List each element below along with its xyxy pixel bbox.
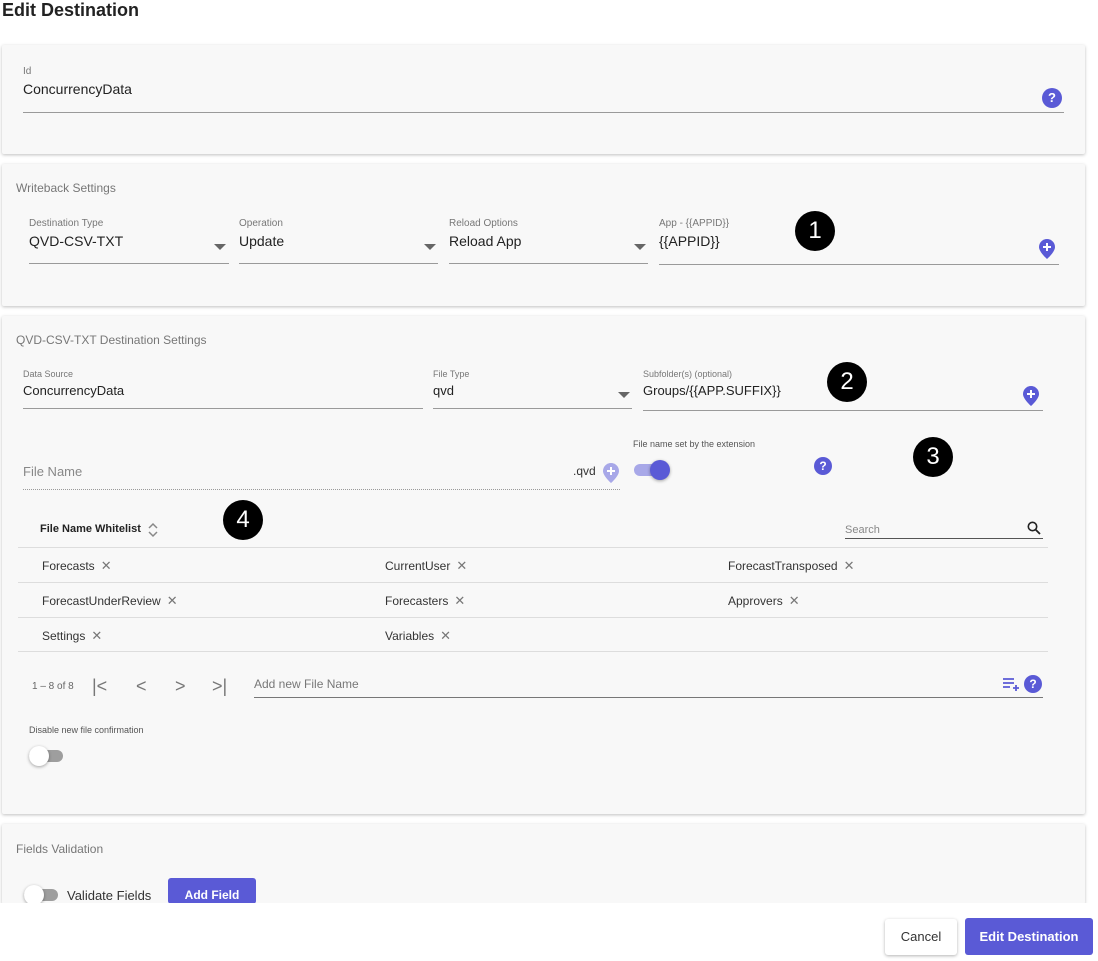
file-type-chevron-down-icon[interactable] — [618, 392, 630, 398]
annotation-badge-3: 3 — [913, 437, 953, 477]
first-page-icon[interactable]: |< — [92, 676, 108, 696]
app-field[interactable]: App - {{APPID}} {{APPID}} — [659, 218, 1059, 265]
whitelist-search-placeholder: Search — [845, 524, 880, 536]
id-value: ConcurrencyData — [23, 81, 132, 97]
data-source-field[interactable]: Data Source ConcurrencyData — [23, 369, 423, 409]
data-source-label: Data Source — [23, 369, 74, 379]
search-icon[interactable] — [1027, 521, 1041, 535]
annotation-badge-1: 1 — [795, 211, 835, 251]
whitelist-header[interactable]: File Name Whitelist — [40, 523, 141, 535]
id-underline — [23, 112, 1064, 113]
add-file-name-input[interactable]: Add new File Name — [254, 675, 1043, 698]
page-title: Edit Destination — [2, 0, 140, 20]
reload-options-value: Reload App — [449, 233, 522, 249]
annotation-badge-2: 2 — [827, 362, 867, 402]
reload-options-chevron-down-icon[interactable] — [634, 244, 646, 250]
edit-destination-button[interactable]: Edit Destination — [965, 918, 1093, 955]
destination-type-select[interactable]: Destination Type QVD-CSV-TXT — [29, 218, 229, 264]
table-row: Forecasts ✕ CurrentUser ✕ ForecastTranspos… — [18, 547, 1048, 582]
remove-chip-icon[interactable]: ✕ — [91, 628, 103, 643]
last-page-icon[interactable]: >| — [212, 676, 228, 696]
app-label: App - {{APPID}} — [659, 218, 730, 229]
file-name-set-toggle[interactable] — [634, 460, 670, 480]
file-name-field[interactable]: File Name — [23, 458, 620, 490]
add-file-name-placeholder: Add new File Name — [254, 677, 359, 691]
remove-chip-icon[interactable]: ✕ — [166, 593, 178, 608]
file-type-select[interactable]: File Type qvd — [433, 369, 632, 409]
id-card — [2, 45, 1085, 154]
subfolder-add-variable-icon[interactable] — [1023, 386, 1039, 406]
whitelist-chip: Forecasts ✕ — [42, 558, 112, 573]
table-row: Settings ✕ Variables ✕ — [18, 617, 1048, 652]
whitelist-chip: Variables ✕ — [385, 628, 452, 643]
subfolder-field[interactable]: Subfolder(s) (optional) Groups/{{APP.SUF… — [643, 369, 1043, 411]
destination-type-value: QVD-CSV-TXT — [29, 233, 124, 249]
playlist-add-icon[interactable] — [1003, 677, 1021, 691]
destination-settings-card — [2, 316, 1085, 814]
destination-type-label: Destination Type — [29, 218, 104, 229]
writeback-title: Writeback Settings — [16, 181, 116, 195]
pagination-range: 1 – 8 of 8 — [32, 681, 74, 692]
file-name-extension: .qvd — [573, 464, 596, 478]
annotation-badge-4: 4 — [223, 500, 263, 540]
operation-chevron-down-icon[interactable] — [424, 244, 436, 250]
file-name-add-variable-icon[interactable] — [603, 463, 619, 483]
whitelist-chip: ForecastUnderReview ✕ — [42, 593, 178, 608]
remove-chip-icon[interactable]: ✕ — [843, 558, 855, 573]
disable-confirmation-label: Disable new file confirmation — [29, 725, 144, 735]
whitelist-search-input[interactable]: Search — [845, 520, 1043, 539]
whitelist-chip: ForecastTransposed ✕ — [728, 558, 855, 573]
operation-label: Operation — [239, 218, 283, 229]
operation-select[interactable]: Operation Update — [239, 218, 438, 264]
reload-options-select[interactable]: Reload Options Reload App — [449, 218, 648, 264]
remove-chip-icon[interactable]: ✕ — [440, 628, 452, 643]
cancel-button[interactable]: Cancel — [885, 919, 957, 955]
data-source-value: ConcurrencyData — [23, 383, 125, 398]
file-name-set-label: File name set by the extension — [633, 439, 756, 449]
app-add-variable-icon[interactable] — [1039, 239, 1055, 259]
file-type-value: qvd — [433, 383, 454, 398]
remove-chip-icon[interactable]: ✕ — [454, 593, 466, 608]
next-page-icon[interactable]: > — [175, 676, 186, 696]
destination-type-chevron-down-icon[interactable] — [214, 244, 226, 250]
add-field-button[interactable]: Add Field — [168, 878, 256, 904]
remove-chip-icon[interactable]: ✕ — [788, 593, 800, 608]
destination-settings-title: QVD-CSV-TXT Destination Settings — [16, 333, 207, 347]
writeback-card — [2, 164, 1085, 306]
subfolder-value: Groups/{{APP.SUFFIX}} — [643, 383, 781, 398]
id-help-icon[interactable]: ? — [1042, 88, 1062, 108]
table-row: ForecastUnderReview ✕ Forecasters ✕ Approv… — [18, 582, 1048, 617]
whitelist-chip: CurrentUser ✕ — [385, 558, 468, 573]
validate-fields-toggle[interactable] — [24, 885, 60, 905]
fields-validation-card — [2, 824, 1085, 904]
remove-chip-icon[interactable]: ✕ — [100, 558, 112, 573]
file-name-help-icon[interactable]: ? — [814, 457, 832, 475]
whitelist-chip: Approvers ✕ — [728, 593, 800, 608]
id-field[interactable]: Id ConcurrencyData — [23, 66, 1064, 113]
app-value: {{APPID}} — [659, 233, 720, 249]
file-name-placeholder: File Name — [23, 464, 83, 479]
remove-chip-icon[interactable]: ✕ — [456, 558, 468, 573]
id-label: Id — [23, 66, 32, 77]
sort-icon[interactable] — [148, 522, 158, 538]
reload-options-label: Reload Options — [449, 218, 518, 229]
whitelist-chip: Settings ✕ — [42, 628, 103, 643]
file-type-label: File Type — [433, 369, 470, 379]
operation-value: Update — [239, 233, 285, 249]
previous-page-icon[interactable]: < — [136, 676, 147, 696]
subfolder-label: Subfolder(s) (optional) — [643, 369, 733, 379]
disable-confirmation-toggle[interactable] — [29, 746, 65, 766]
add-file-name-help-icon[interactable]: ? — [1024, 675, 1042, 693]
validate-fields-label: Validate Fields — [67, 888, 152, 903]
whitelist-chip: Forecasters ✕ — [385, 593, 466, 608]
fields-validation-title: Fields Validation — [16, 842, 104, 856]
